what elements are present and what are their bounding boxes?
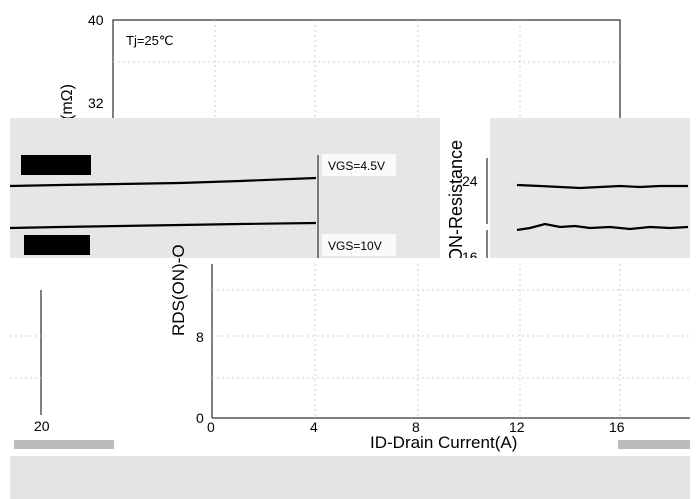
band-gap	[0, 258, 696, 264]
legend-label-10v: VGS=10V	[328, 239, 382, 253]
right-inset-white-mark	[448, 224, 488, 230]
plot-frame-top	[112, 19, 621, 121]
x-axis-label: ID-Drain Current(A)	[370, 433, 517, 452]
series-line-10v-left	[9, 221, 317, 230]
y-tick-8: 8	[196, 329, 204, 345]
x-tick-0: 0	[207, 419, 215, 435]
right-white-strip	[440, 118, 490, 258]
x-tick-12: 12	[509, 419, 525, 435]
legend-box-2	[322, 234, 396, 256]
y-axis-label-main: RDS(ON)-O	[169, 244, 188, 336]
series-line-4.5v-right	[516, 183, 688, 190]
temperature-annotation: Tj=25℃	[126, 33, 173, 48]
artifact-right	[618, 440, 690, 449]
plot-frame-bottom-left	[10, 264, 210, 419]
left-panel-tick-20: 20	[34, 418, 50, 434]
x-tick-16: 16	[609, 419, 625, 435]
legend-box-1	[322, 154, 396, 176]
redaction-bar-top	[21, 155, 91, 175]
bottom-gray-band	[10, 456, 690, 499]
series-line-10v-right	[516, 222, 689, 232]
redaction-bar-bottom	[24, 235, 90, 255]
legend-label-4.5v: VGS=4.5V	[328, 159, 385, 173]
x-tick-4: 4	[310, 419, 318, 435]
series-line-4.5v-left	[9, 176, 317, 188]
y-axis-unit-fragment: (mΩ)	[59, 84, 76, 120]
y-tick-32: 32	[88, 95, 104, 111]
artifact-left	[14, 440, 114, 449]
y-axis-side-label: ON-Resistance	[446, 140, 466, 262]
x-tick-8: 8	[412, 419, 420, 435]
y-tick-0: 0	[196, 410, 204, 426]
y-tick-40: 40	[88, 12, 104, 28]
inset-tick-24: 24	[462, 173, 478, 189]
